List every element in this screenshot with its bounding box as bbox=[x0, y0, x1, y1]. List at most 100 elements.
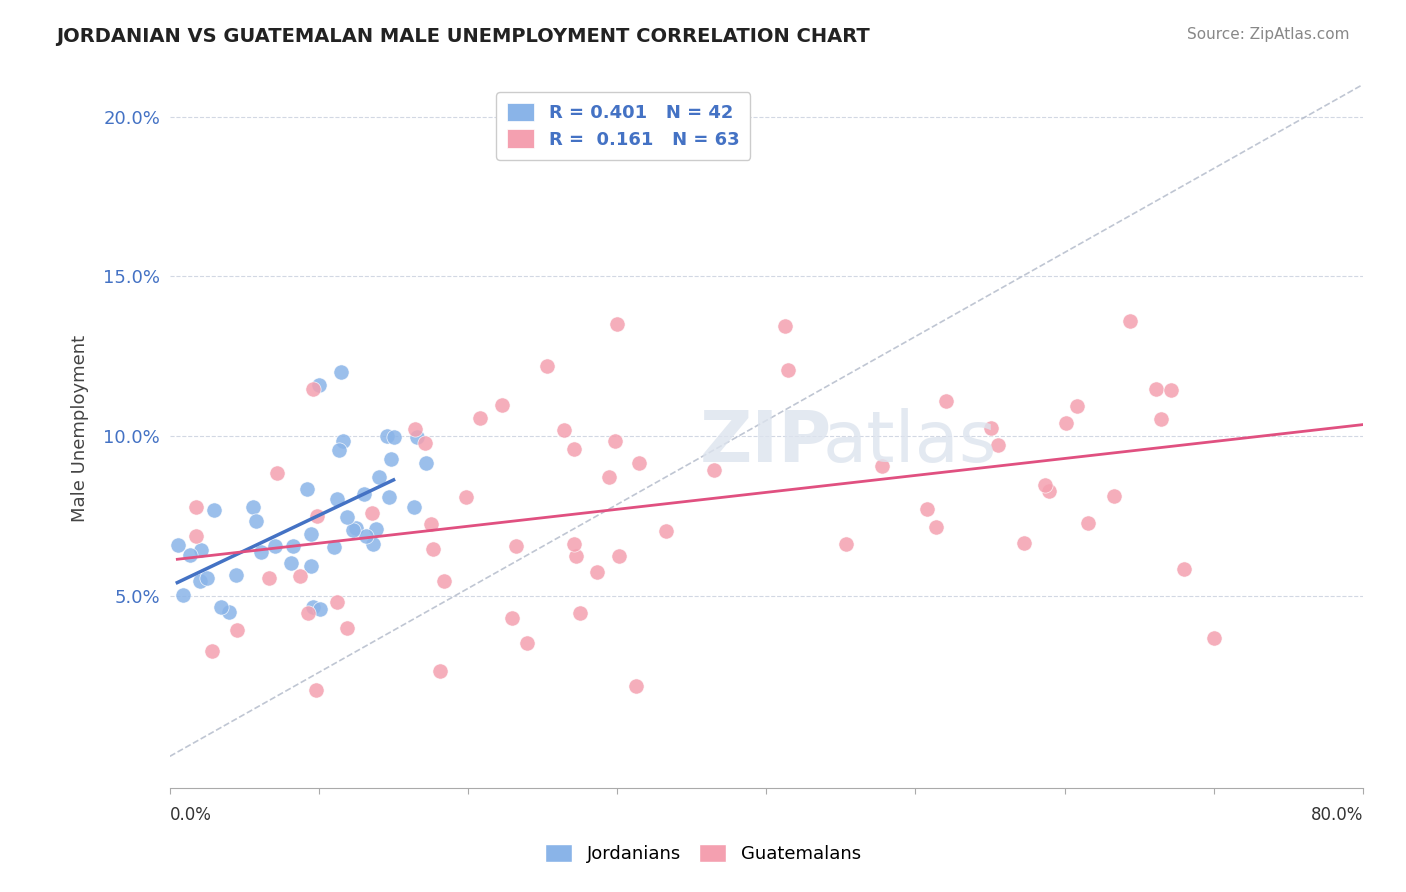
Point bbox=[302, 599, 325, 614]
Point bbox=[364, 522, 387, 536]
Point bbox=[422, 542, 444, 557]
Point bbox=[1150, 411, 1173, 425]
Point bbox=[361, 506, 384, 520]
Point bbox=[1033, 478, 1056, 492]
Point bbox=[778, 363, 800, 377]
Point bbox=[1202, 631, 1225, 645]
Point bbox=[302, 382, 325, 396]
Point bbox=[281, 539, 304, 553]
Point bbox=[562, 537, 585, 551]
Point bbox=[1160, 383, 1182, 397]
Point bbox=[380, 452, 402, 467]
Point bbox=[201, 643, 224, 657]
Point bbox=[703, 462, 725, 476]
Point bbox=[1014, 535, 1036, 549]
Point bbox=[501, 610, 523, 624]
Point bbox=[628, 456, 651, 470]
Text: 0.0%: 0.0% bbox=[170, 806, 212, 824]
Point bbox=[924, 520, 946, 534]
Point bbox=[259, 571, 281, 585]
Point bbox=[326, 492, 349, 507]
Point bbox=[598, 469, 620, 483]
Point bbox=[456, 491, 478, 505]
Point bbox=[562, 442, 585, 457]
Point bbox=[505, 539, 527, 553]
Point bbox=[1066, 399, 1088, 413]
Point bbox=[606, 318, 628, 332]
Point bbox=[245, 514, 267, 528]
Point bbox=[328, 443, 350, 458]
Point bbox=[290, 569, 312, 583]
Point bbox=[624, 679, 647, 693]
Point bbox=[190, 543, 212, 558]
Point bbox=[405, 429, 427, 443]
Point bbox=[935, 393, 957, 408]
Point bbox=[987, 438, 1010, 452]
Point bbox=[834, 537, 856, 551]
Point bbox=[304, 683, 326, 698]
Point bbox=[413, 436, 436, 450]
Point bbox=[202, 503, 225, 517]
Point bbox=[323, 541, 346, 555]
Point bbox=[329, 366, 352, 380]
Point bbox=[607, 549, 630, 564]
Point bbox=[280, 556, 302, 570]
Point bbox=[468, 410, 491, 425]
Point bbox=[377, 429, 399, 443]
Point bbox=[308, 378, 330, 392]
Point bbox=[419, 516, 441, 531]
Point bbox=[378, 490, 401, 504]
Point bbox=[870, 458, 893, 473]
Point bbox=[1054, 416, 1077, 430]
Point bbox=[309, 602, 332, 616]
Point bbox=[603, 434, 626, 449]
Point bbox=[186, 529, 208, 543]
Point bbox=[1119, 313, 1142, 327]
Point bbox=[586, 565, 609, 579]
Point bbox=[225, 568, 247, 582]
Text: Source: ZipAtlas.com: Source: ZipAtlas.com bbox=[1187, 27, 1350, 42]
Point bbox=[655, 524, 678, 539]
Point bbox=[353, 487, 375, 501]
Point bbox=[433, 574, 456, 589]
Y-axis label: Male Unemployment: Male Unemployment bbox=[72, 334, 89, 522]
Point bbox=[184, 500, 207, 515]
Point bbox=[299, 558, 322, 573]
Point bbox=[516, 636, 538, 650]
Point bbox=[344, 521, 367, 535]
Point bbox=[195, 571, 218, 585]
Text: atlas: atlas bbox=[823, 409, 997, 477]
Point bbox=[226, 623, 249, 637]
Point bbox=[491, 398, 513, 412]
Point bbox=[179, 548, 201, 562]
Point bbox=[249, 545, 271, 559]
Point bbox=[980, 421, 1002, 435]
Point bbox=[382, 430, 405, 444]
Point bbox=[354, 529, 377, 543]
Text: 80.0%: 80.0% bbox=[1310, 806, 1362, 824]
Point bbox=[404, 422, 426, 436]
Point bbox=[367, 469, 389, 483]
Text: JORDANIAN VS GUATEMALAN MALE UNEMPLOYMENT CORRELATION CHART: JORDANIAN VS GUATEMALAN MALE UNEMPLOYMEN… bbox=[56, 27, 870, 45]
Point bbox=[299, 527, 322, 541]
Point bbox=[336, 621, 359, 635]
Point bbox=[326, 595, 349, 609]
Point bbox=[553, 423, 575, 437]
Text: ZIP: ZIP bbox=[700, 409, 832, 477]
Point bbox=[266, 466, 288, 480]
Point bbox=[1038, 483, 1060, 498]
Point bbox=[1144, 382, 1167, 396]
Point bbox=[190, 574, 212, 588]
Point bbox=[773, 319, 796, 334]
Point bbox=[172, 588, 194, 602]
Point bbox=[263, 539, 285, 553]
Point bbox=[1102, 489, 1125, 503]
Point bbox=[429, 664, 451, 678]
Point bbox=[342, 524, 364, 538]
Point bbox=[569, 606, 592, 620]
Point bbox=[242, 500, 264, 515]
Point bbox=[565, 549, 588, 563]
Point bbox=[536, 359, 558, 374]
Point bbox=[1077, 516, 1099, 530]
Point bbox=[297, 482, 319, 496]
